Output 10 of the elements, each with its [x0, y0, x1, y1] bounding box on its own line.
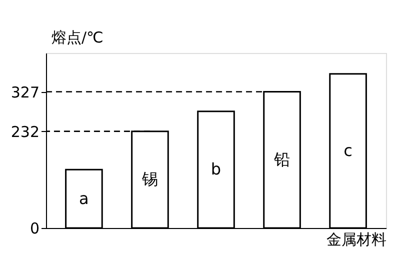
x-tick-label: c: [344, 140, 352, 160]
x-tick-label: 铅: [273, 150, 290, 169]
x-tick-label: b: [210, 160, 222, 179]
y-tick-label: 232: [10, 122, 40, 141]
y-axis-title: 熔点/℃: [52, 28, 104, 46]
x-axis-title: 金属材料: [326, 230, 386, 248]
y-tick-label: 0: [30, 220, 40, 238]
x-tick-label: 锡: [140, 170, 158, 189]
y-tick-label: 327: [10, 83, 40, 102]
x-tick-label: a: [79, 188, 89, 208]
